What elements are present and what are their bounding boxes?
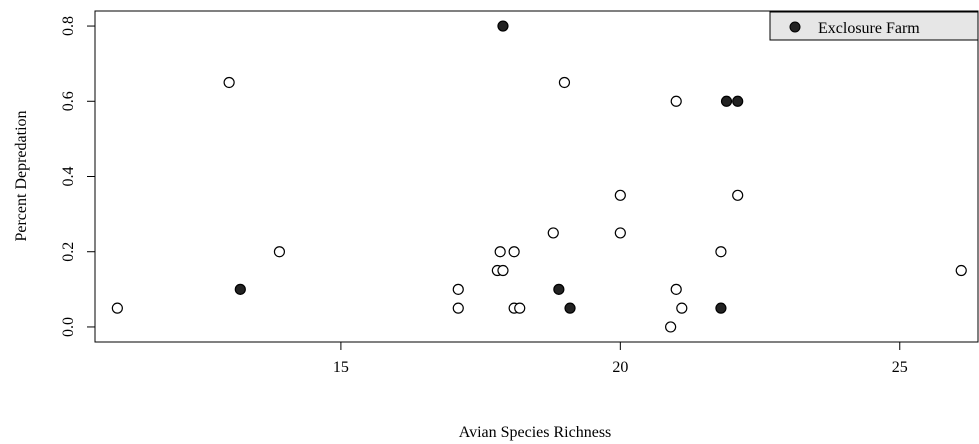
y-tick-label: 0.2 [60, 242, 77, 262]
data-point-open [614, 189, 626, 201]
data-point-exclosure [720, 95, 733, 107]
y-tick-label: 0.6 [60, 91, 77, 111]
data-point-exclosure [553, 283, 565, 295]
data-point-open [732, 189, 744, 201]
data-point-open [665, 321, 677, 333]
data-point-open [494, 246, 506, 258]
data-point-exclosure [564, 302, 576, 314]
plot-frame [94, 10, 979, 343]
x-tick-label: 20 [612, 359, 628, 376]
x-tick-label: 25 [892, 359, 908, 376]
y-tick-label: 0.8 [60, 16, 77, 36]
data-points [111, 20, 967, 333]
y-axis-label: Percent Depredation [13, 110, 30, 241]
legend-marker-exclosure-farm [789, 21, 801, 33]
data-point-open [558, 76, 571, 89]
data-point-open [273, 246, 286, 258]
data-point-open [452, 283, 464, 295]
data-point-open [670, 95, 682, 107]
data-point-open [497, 264, 509, 277]
data-point-open [223, 76, 235, 89]
x-axis: 15 20 25 [333, 342, 908, 376]
data-point-open [676, 302, 688, 314]
data-point-exclosure [715, 302, 727, 314]
data-point-open [614, 227, 626, 239]
x-axis-label: Avian Species Richness [459, 424, 612, 441]
y-tick-label: 0.0 [60, 317, 77, 337]
legend-box [769, 11, 979, 41]
data-point-open [547, 227, 559, 239]
data-point-exclosure [234, 283, 246, 295]
data-point-open [670, 283, 682, 295]
legend: Exclosure Farm [769, 11, 979, 41]
data-point-open [955, 264, 967, 277]
data-point-open [452, 302, 464, 314]
data-point-open [514, 302, 526, 314]
data-point-exclosure [497, 20, 509, 32]
data-point-open [715, 246, 727, 258]
data-point-exclosure [732, 95, 744, 107]
data-point-open [111, 302, 123, 314]
y-tick-label: 0.4 [60, 167, 77, 187]
legend-label-exclosure-farm: Exclosure Farm [818, 20, 920, 37]
data-point-open [508, 246, 520, 258]
x-tick-label: 15 [333, 359, 349, 376]
y-axis: 0.0 0.2 0.4 0.6 0.8 [60, 16, 95, 337]
